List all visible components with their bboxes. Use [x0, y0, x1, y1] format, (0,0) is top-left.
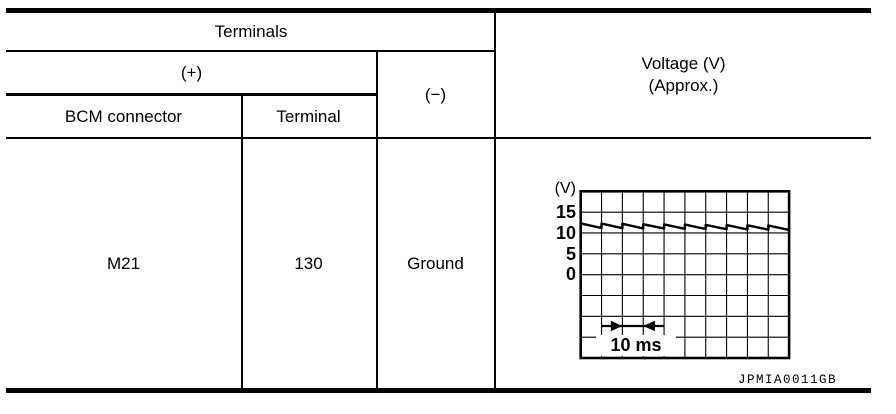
minus-header-cell: (−) — [424, 84, 447, 104]
y-tick-label: 0 — [565, 264, 576, 285]
divider-minus-voltage — [494, 8, 496, 388]
grid-lines — [580, 191, 790, 359]
time-scale-label: 10 ms — [596, 335, 676, 356]
grid-frame — [579, 190, 791, 360]
y-axis-tick-labels: 15 10 5 0 — [540, 202, 576, 285]
voltage-header-line2: (Approx.) — [648, 76, 719, 95]
voltage-header-line1: Voltage (V) — [641, 54, 726, 73]
time-scale-arrow — [601, 320, 665, 332]
terminal-value-cell: 130 — [294, 253, 323, 273]
y-tick-label: 5 — [565, 243, 576, 264]
bcm-connector-value-cell: M21 — [106, 253, 141, 273]
plus-header-cell: (+) — [180, 62, 203, 82]
rule-under-plus — [6, 93, 377, 96]
voltage-trace — [580, 222, 790, 232]
figure-code: JPMIA0011GB — [737, 373, 837, 387]
y-axis-unit-label: (V) — [554, 180, 576, 197]
arrow-head-left-icon — [643, 320, 655, 332]
divider-bcm-terminal — [241, 94, 243, 388]
bcm-connector-header-cell: BCM connector — [64, 106, 183, 126]
divider-terminal-minus — [376, 50, 378, 388]
rule-under-header — [6, 137, 871, 139]
terminal-header-cell: Terminal — [276, 106, 341, 126]
rule-under-terminals — [6, 50, 496, 52]
terminals-header-cell: Terminals — [214, 21, 288, 41]
voltage-header-cell: Voltage (V) (Approx.) — [496, 13, 871, 137]
table-top-border — [6, 8, 871, 13]
table-bottom-border — [6, 388, 871, 393]
voltage-waveform-figure: (V) 15 10 5 0 10 ms JPMIA0011GB — [496, 139, 871, 388]
arrow-head-right-icon — [610, 320, 623, 332]
y-tick-label: 15 — [555, 202, 576, 222]
minus-value-cell: Ground — [407, 253, 464, 273]
y-tick-label: 10 — [555, 222, 576, 243]
